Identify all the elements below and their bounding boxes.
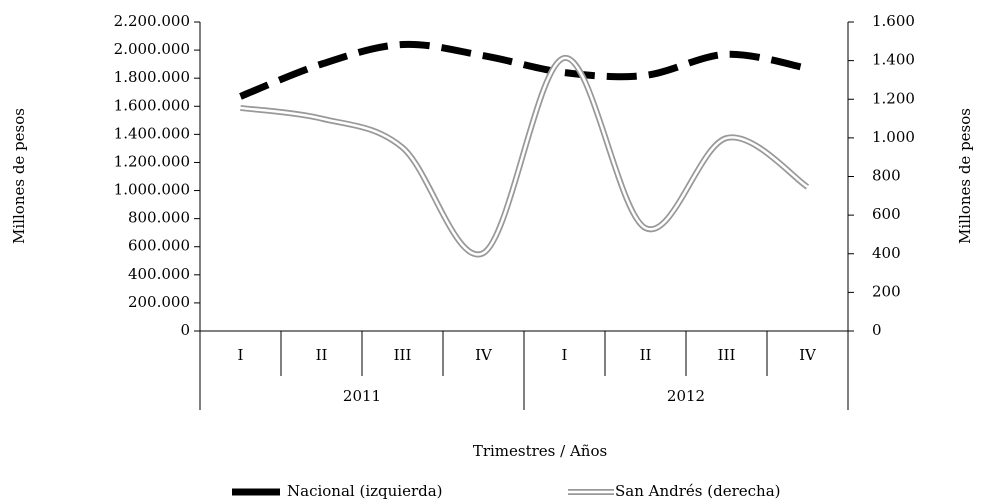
y-tick-label: 1.000.000 (114, 181, 190, 199)
legend-label: San Andrés (derecha) (615, 482, 781, 500)
year-label: 2012 (667, 387, 705, 405)
y-tick-label: 1.200.000 (114, 152, 190, 170)
y-tick-label: 1.800.000 (114, 68, 190, 86)
legend-label: Nacional (izquierda) (287, 482, 443, 500)
x-tick-label: IV (475, 346, 493, 364)
y2-tick-label: 1.400 (872, 51, 915, 69)
x-tick-label: I (562, 346, 568, 364)
y2-axis-title: Millones de pesos (956, 108, 974, 244)
year-label: 2011 (343, 387, 381, 405)
y-tick-label: 2.000.000 (114, 40, 190, 58)
y-tick-label: 800.000 (128, 209, 190, 227)
y2-tick-label: 600 (872, 205, 901, 223)
x-tick-label: II (640, 346, 652, 364)
x-tick-label: III (394, 346, 412, 364)
series-line-inner (240, 56, 809, 256)
x-tick-label: II (316, 346, 328, 364)
y-tick-label: 200.000 (128, 293, 190, 311)
series-line (240, 54, 810, 258)
y-tick-label: 600.000 (128, 237, 190, 255)
y2-tick-label: 200 (872, 282, 901, 300)
y-tick-label: 2.200.000 (114, 12, 190, 30)
y-tick-label: 1.600.000 (114, 96, 190, 114)
x-axis-title: Trimestres / Años (473, 442, 607, 460)
series-line (239, 40, 809, 100)
y2-tick-label: 0 (872, 321, 882, 339)
y2-tick-label: 1.200 (872, 89, 915, 107)
y2-tick-label: 400 (872, 244, 901, 262)
y-tick-label: 0 (180, 321, 190, 339)
y-tick-label: 1.400.000 (114, 124, 190, 142)
x-tick-label: IV (799, 346, 817, 364)
x-tick-label: III (718, 346, 736, 364)
x-tick-label: I (238, 346, 244, 364)
y2-tick-label: 1.600 (872, 12, 915, 30)
y2-tick-label: 800 (872, 167, 901, 185)
y2-tick-label: 1.000 (872, 128, 915, 146)
y-axis-title: Millones de pesos (10, 108, 28, 244)
y-tick-label: 400.000 (128, 265, 190, 283)
